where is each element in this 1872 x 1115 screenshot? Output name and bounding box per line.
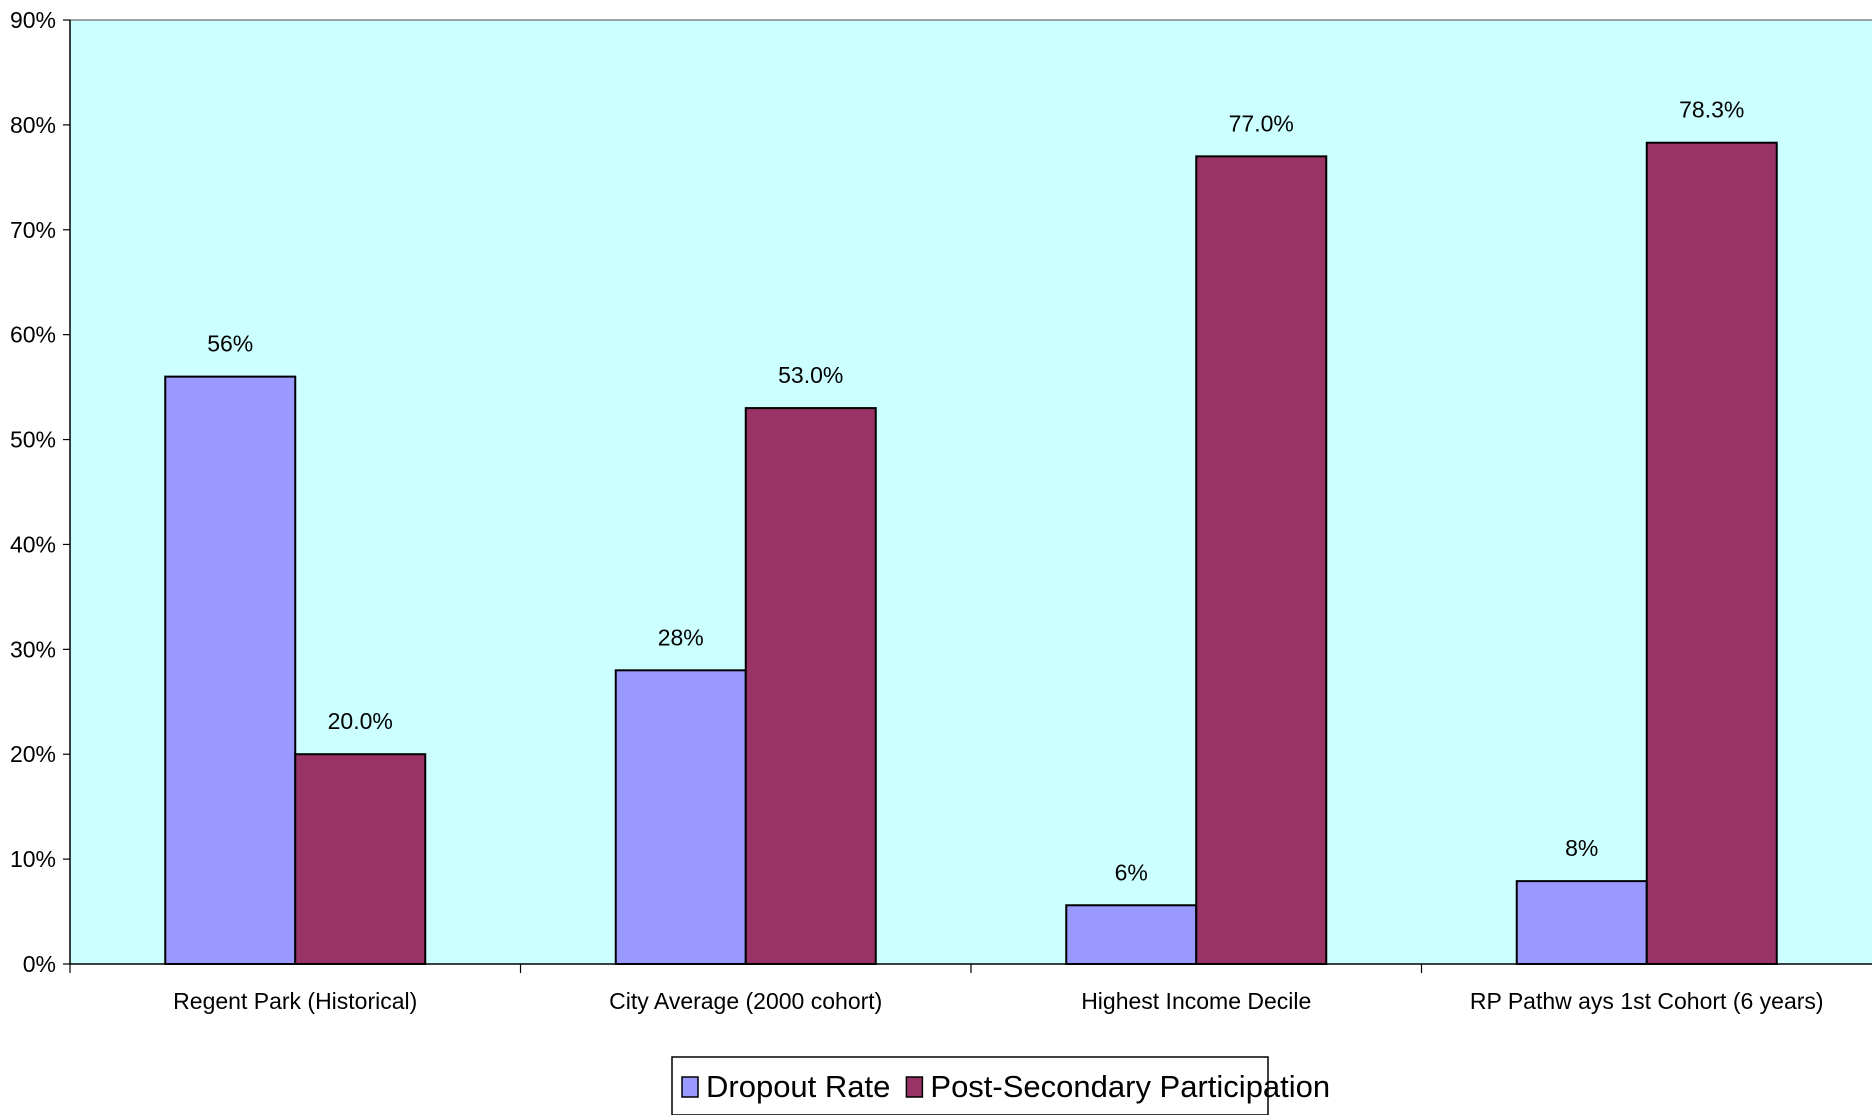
data-label: 56%: [207, 331, 253, 357]
x-tick-label: Highest Income Decile: [1081, 988, 1311, 1014]
y-tick-label: 20%: [10, 741, 56, 767]
y-tick-label: 90%: [10, 7, 56, 33]
bar-dropout-rate: [1515, 880, 1648, 965]
data-label: 77.0%: [1229, 110, 1294, 136]
y-tick-label: 40%: [10, 531, 56, 557]
bar-post-secondary-participation: [1195, 155, 1328, 966]
bar-dropout-rate: [164, 375, 297, 966]
data-label: 8%: [1565, 835, 1598, 861]
data-label: 20.0%: [328, 708, 393, 734]
bar-post-secondary-participation: [744, 407, 877, 966]
bar-dropout-rate: [1065, 904, 1198, 965]
y-tick-label: 50%: [10, 427, 56, 453]
x-tick-label: City Average (2000 cohort): [609, 988, 882, 1014]
data-label: 53.0%: [778, 362, 843, 388]
legend: Dropout Rate Post-Secondary Participation: [671, 1056, 1330, 1115]
x-tick-label: Regent Park (Historical): [173, 988, 417, 1014]
data-label: 6%: [1115, 859, 1148, 885]
legend-label: Dropout Rate: [706, 1069, 890, 1104]
bar-post-secondary-participation: [294, 753, 427, 965]
y-tick-label: 30%: [10, 636, 56, 662]
data-label: 28%: [658, 624, 704, 650]
data-label: 78.3%: [1679, 97, 1744, 123]
y-tick-label: 80%: [10, 112, 56, 138]
y-tick-label: 60%: [10, 322, 56, 348]
x-tick-label: RP Pathw ays 1st Cohort (6 years): [1470, 988, 1824, 1014]
bars-group: [164, 141, 1778, 966]
y-tick-label: 0%: [23, 951, 56, 977]
x-axis: Regent Park (Historical) City Average (20…: [173, 964, 1824, 1014]
legend-label: Post-Secondary Participation: [930, 1069, 1330, 1104]
y-tick-label: 10%: [10, 846, 56, 872]
y-axis: 0% 10% 20% 30% 40% 50% 60% 70% 80% 90%: [10, 7, 70, 977]
legend-swatch: [681, 1076, 699, 1098]
bar-post-secondary-participation: [1645, 141, 1778, 966]
axes-lines: [69, 19, 1872, 973]
y-tick-label: 70%: [10, 217, 56, 243]
bar-dropout-rate: [614, 669, 747, 965]
legend-swatch: [905, 1076, 924, 1098]
data-labels-group: 56% 20.0% 28% 53.0% 6% 77.0% 8% 78.3%: [207, 97, 1744, 886]
legend-box: [671, 1056, 1269, 1115]
